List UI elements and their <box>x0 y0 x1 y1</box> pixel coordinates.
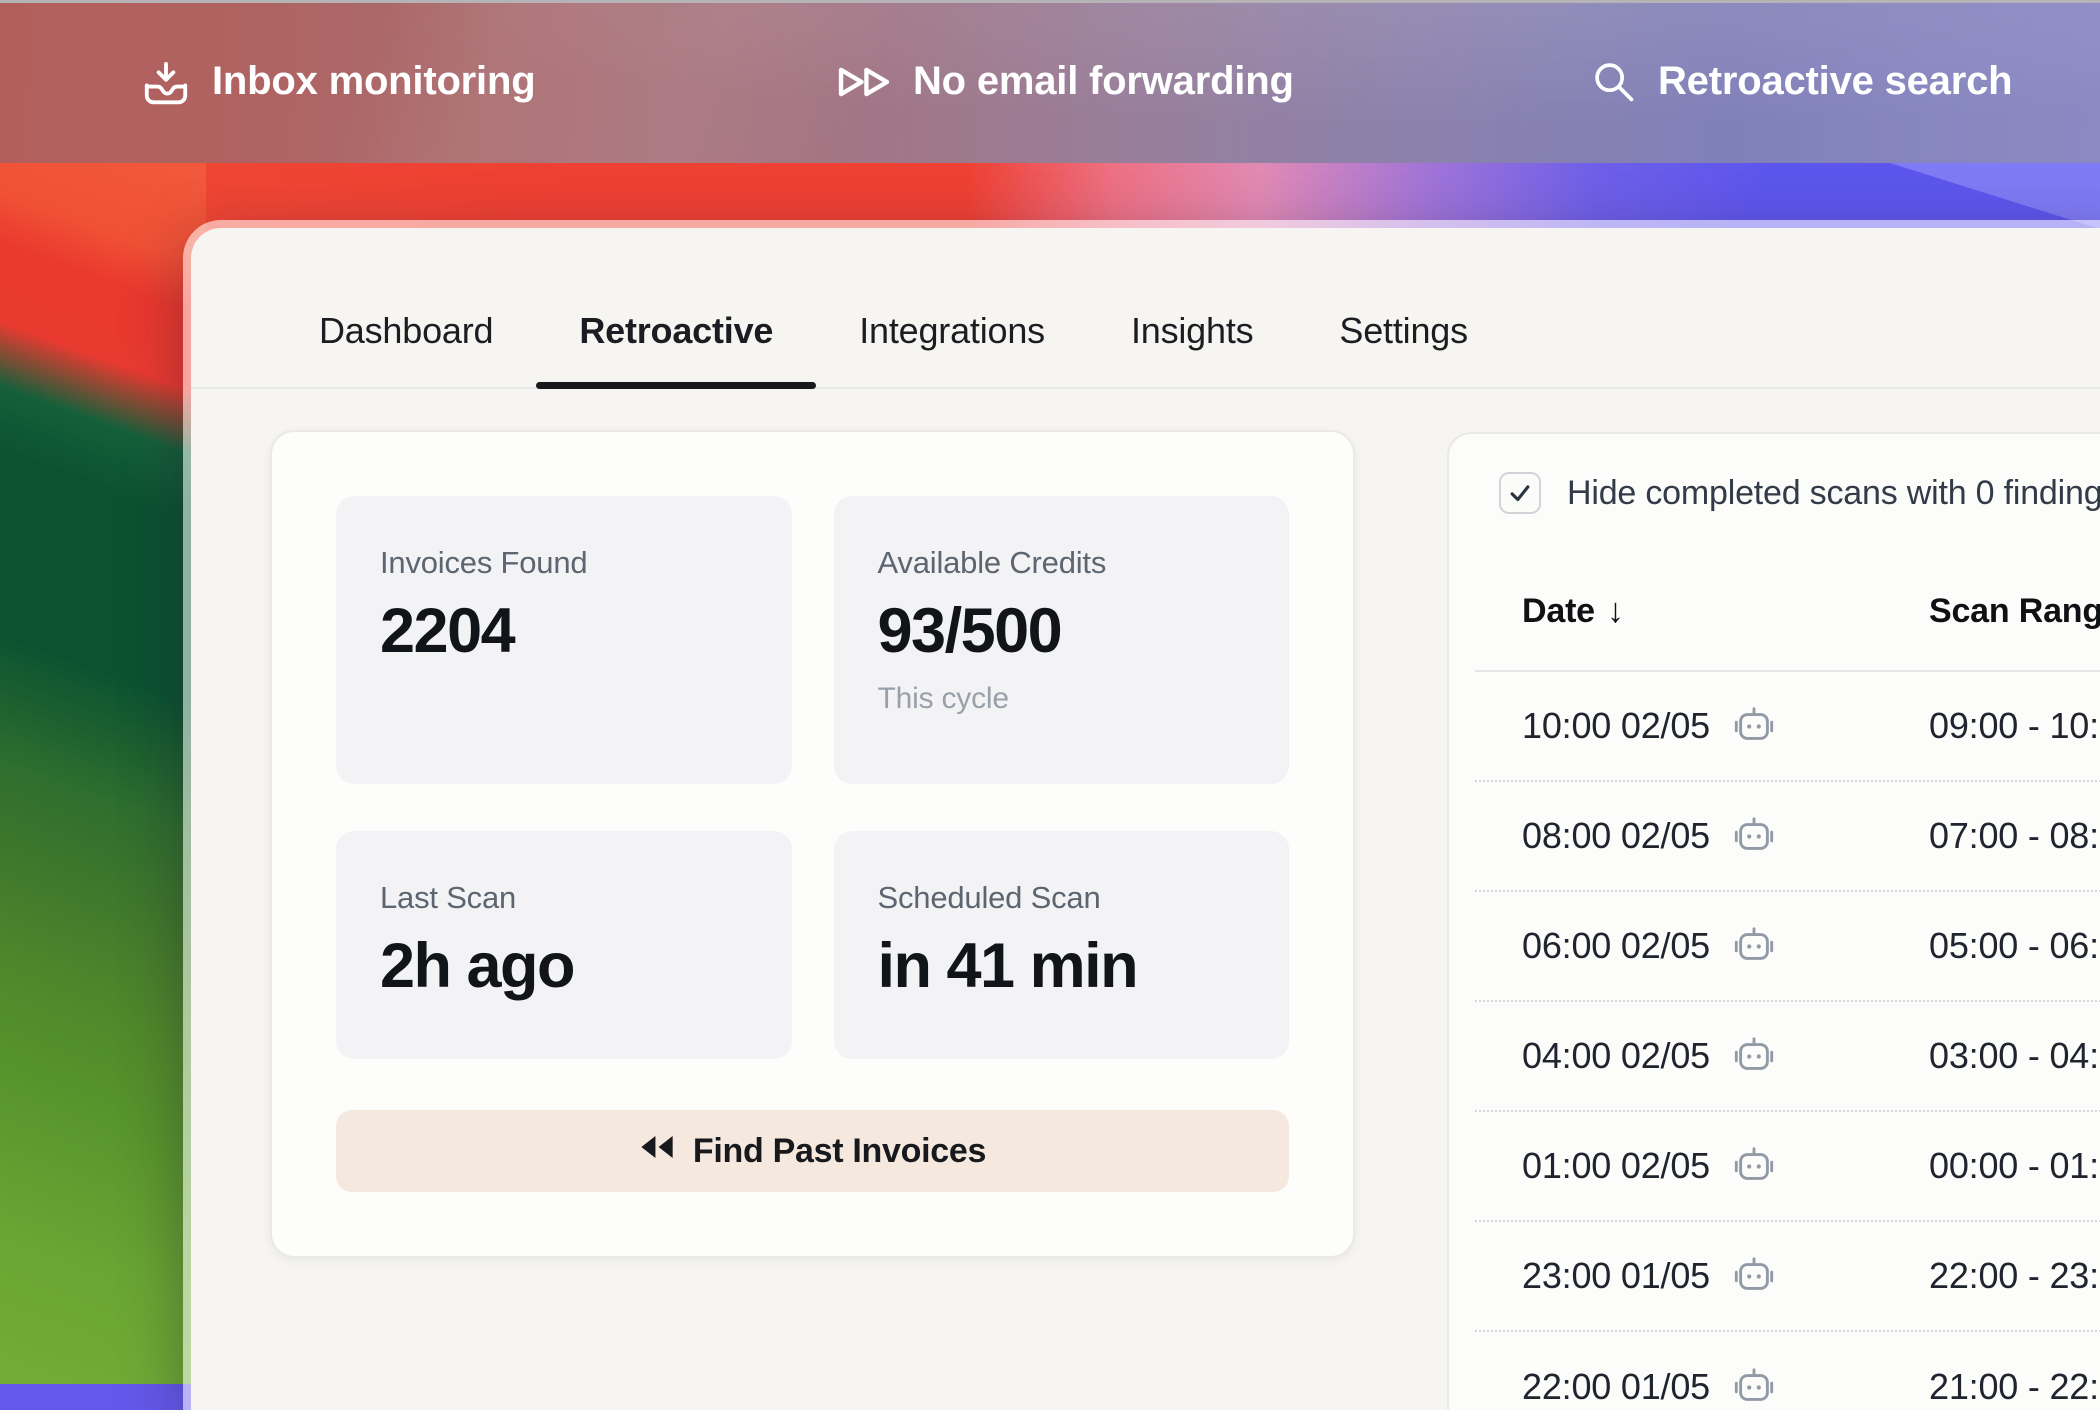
scan-range: 03:00 - 04:00 <box>1929 1035 2100 1076</box>
robot-icon <box>1734 707 1774 740</box>
scan-row[interactable]: 10:00 02/05 09:00 - 10:00 <box>1475 672 2100 782</box>
tab-insights[interactable]: Insights <box>1130 310 1254 351</box>
find-past-invoices-button[interactable]: Find Past Invoices <box>336 1110 1289 1192</box>
scan-date: 08:00 02/05 <box>1522 815 1710 856</box>
find-past-invoices-label: Find Past Invoices <box>692 1131 987 1170</box>
menu-item-label: Inbox monitoring <box>212 59 536 103</box>
tab-integrations[interactable]: Integrations <box>859 310 1045 351</box>
scan-row[interactable]: 23:00 01/05 22:00 - 23:00 <box>1475 1222 2100 1332</box>
scan-date: 23:00 01/05 <box>1522 1255 1710 1296</box>
scan-row[interactable]: 01:00 02/05 00:00 - 01:00 <box>1475 1112 2100 1222</box>
wallpaper-left-band <box>0 163 206 1384</box>
stat-value: 2204 <box>380 596 516 667</box>
scan-date: 01:00 02/05 <box>1522 1145 1710 1186</box>
robot-icon <box>1734 1257 1774 1290</box>
tab-bar: Dashboard Retroactive Integrations Insig… <box>191 228 2100 389</box>
scan-range: 07:00 - 08:00 <box>1929 815 2100 856</box>
menu-item-label: No email forwarding <box>913 59 1294 103</box>
filter-row: Hide completed scans with 0 findings <box>1499 472 2100 514</box>
scan-date: 22:00 01/05 <box>1522 1366 1710 1407</box>
scan-date: 06:00 02/05 <box>1522 925 1710 966</box>
stat-value: in 41 min <box>877 931 1139 1002</box>
scan-table-header: Date ↓ Scan Range <box>1522 591 2100 631</box>
app-window: Dashboard Retroactive Integrations Insig… <box>191 228 2100 1410</box>
menu-item-retroactive-search[interactable]: Retroactive search <box>1590 0 2013 163</box>
scan-range: 21:00 - 22:00 <box>1929 1366 2100 1407</box>
scan-row[interactable]: 08:00 02/05 07:00 - 08:00 <box>1475 782 2100 892</box>
stat-label: Available Credits <box>877 545 1107 580</box>
scan-date: 10:00 02/05 <box>1522 705 1710 746</box>
hide-completed-checkbox[interactable] <box>1499 472 1541 514</box>
stat-subtext: This cycle <box>877 682 1010 716</box>
stat-label: Last Scan <box>380 880 517 915</box>
scan-rows: 10:00 02/05 09:00 - 10:00 08:00 02/05 07… <box>1475 672 2100 1410</box>
search-icon <box>1590 58 1638 106</box>
scan-range: 22:00 - 23:00 <box>1929 1255 2100 1296</box>
stat-label: Invoices Found <box>380 545 588 580</box>
scan-row[interactable]: 06:00 02/05 05:00 - 06:00 <box>1475 892 2100 1002</box>
stat-tile-available-credits: Available Credits 93/500 This cycle <box>833 496 1289 784</box>
window-frame: Dashboard Retroactive Integrations Insig… <box>183 220 2100 1410</box>
fast-forward-icon <box>835 60 893 104</box>
stat-label: Scheduled Scan <box>877 880 1101 915</box>
hide-completed-label[interactable]: Hide completed scans with 0 findings <box>1567 473 2100 512</box>
top-hairline <box>0 0 2100 3</box>
menu-item-label: Retroactive search <box>1658 59 2013 103</box>
scan-range: 05:00 - 06:00 <box>1929 925 2100 966</box>
menu-bar: Inbox monitoring No email forwarding Ret… <box>0 0 2100 163</box>
scans-card: Hide completed scans with 0 findings Dat… <box>1447 432 2100 1410</box>
column-date-label: Date <box>1522 592 1595 630</box>
robot-icon <box>1734 1037 1774 1070</box>
stat-value: 93/500 <box>877 596 1063 667</box>
robot-icon <box>1734 817 1774 850</box>
column-header-scan-range[interactable]: Scan Range <box>1929 592 2100 630</box>
tab-retroactive[interactable]: Retroactive <box>536 313 817 389</box>
tab-dashboard[interactable]: Dashboard <box>319 310 494 351</box>
scan-row[interactable]: 04:00 02/05 03:00 - 04:00 <box>1475 1002 2100 1112</box>
scan-date: 04:00 02/05 <box>1522 1035 1710 1076</box>
checkmark-icon <box>1510 485 1530 502</box>
robot-icon <box>1734 1368 1774 1401</box>
menu-item-no-email-forwarding[interactable]: No email forwarding <box>835 0 1294 163</box>
column-header-date[interactable]: Date ↓ <box>1522 591 1624 631</box>
tab-settings[interactable]: Settings <box>1339 310 1468 351</box>
stat-tile-scheduled-scan: Scheduled Scan in 41 min <box>833 831 1289 1059</box>
stat-tile-last-scan: Last Scan 2h ago <box>336 831 792 1059</box>
robot-icon <box>1734 1147 1774 1180</box>
scan-range: 09:00 - 10:00 <box>1929 705 2100 746</box>
header-divider <box>1475 670 2100 672</box>
stat-tile-invoices-found: Invoices Found 2204 <box>336 496 792 784</box>
sort-descending-arrow: ↓ <box>1606 592 1624 630</box>
stat-tile-grid: Invoices Found 2204 Available Credits 93… <box>336 496 1289 1059</box>
overview-card: Invoices Found 2204 Available Credits 93… <box>270 430 1355 1258</box>
scan-row[interactable]: 22:00 01/05 21:00 - 22:00 <box>1475 1332 2100 1410</box>
rewind-icon <box>639 1132 675 1171</box>
inbox-arrow-down-icon <box>140 56 192 108</box>
robot-icon <box>1734 927 1774 960</box>
stat-value: 2h ago <box>380 931 576 1002</box>
menu-item-inbox-monitoring[interactable]: Inbox monitoring <box>140 0 536 163</box>
scan-range: 00:00 - 01:00 <box>1929 1145 2100 1186</box>
